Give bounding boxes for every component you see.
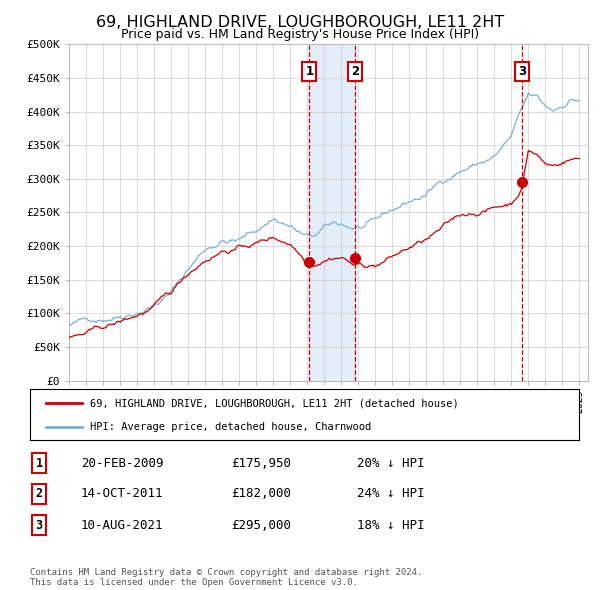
Text: HPI: Average price, detached house, Charnwood: HPI: Average price, detached house, Char… [91,422,371,432]
Text: Price paid vs. HM Land Registry's House Price Index (HPI): Price paid vs. HM Land Registry's House … [121,28,479,41]
Text: 20% ↓ HPI: 20% ↓ HPI [357,457,425,470]
Text: 69, HIGHLAND DRIVE, LOUGHBOROUGH, LE11 2HT (detached house): 69, HIGHLAND DRIVE, LOUGHBOROUGH, LE11 2… [91,398,459,408]
Bar [310,44,355,381]
Text: 1: 1 [35,457,43,470]
Text: 1: 1 [305,65,314,78]
Text: 2: 2 [350,65,359,78]
Text: £182,000: £182,000 [231,487,291,500]
Text: 3: 3 [35,519,43,532]
Text: 3: 3 [518,65,526,78]
Text: 24% ↓ HPI: 24% ↓ HPI [357,487,425,500]
Text: 14-OCT-2011: 14-OCT-2011 [81,487,163,500]
Text: £295,000: £295,000 [231,519,291,532]
Text: £175,950: £175,950 [231,457,291,470]
Text: 2: 2 [35,487,43,500]
Text: Contains HM Land Registry data © Crown copyright and database right 2024.
This d: Contains HM Land Registry data © Crown c… [30,568,422,587]
Text: 69, HIGHLAND DRIVE, LOUGHBOROUGH, LE11 2HT: 69, HIGHLAND DRIVE, LOUGHBOROUGH, LE11 2… [96,15,504,30]
Text: 18% ↓ HPI: 18% ↓ HPI [357,519,425,532]
Text: 10-AUG-2021: 10-AUG-2021 [81,519,163,532]
Text: 20-FEB-2009: 20-FEB-2009 [81,457,163,470]
